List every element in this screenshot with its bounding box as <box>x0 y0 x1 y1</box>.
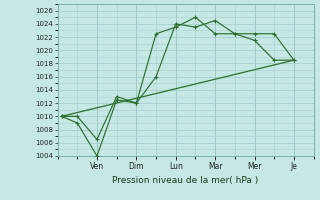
X-axis label: Pression niveau de la mer( hPa ): Pression niveau de la mer( hPa ) <box>112 176 259 185</box>
